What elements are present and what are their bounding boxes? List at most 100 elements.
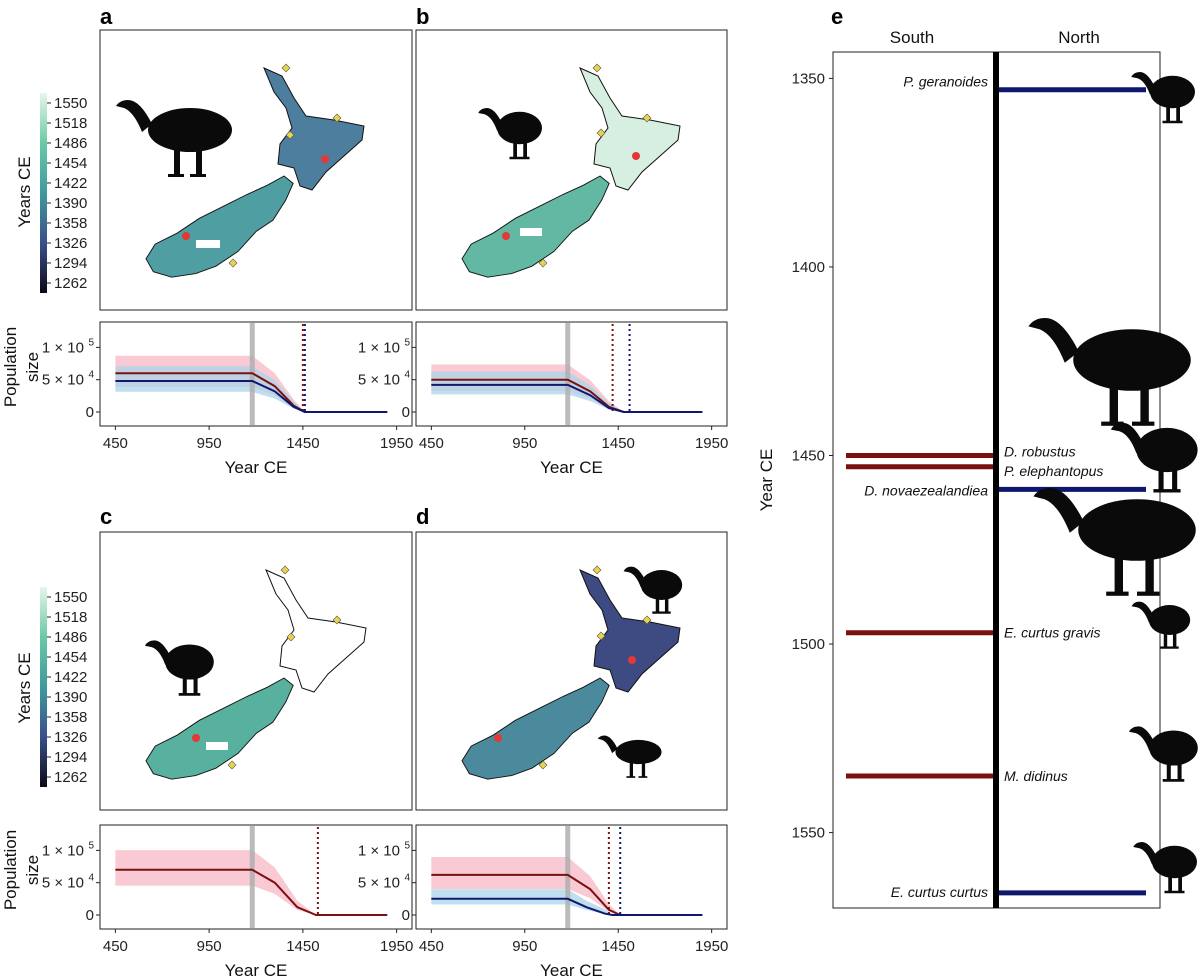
x-axis-label: Year CE xyxy=(225,458,288,477)
map-gap xyxy=(196,240,220,248)
x-tick-label: 950 xyxy=(197,938,222,955)
map-panel-c xyxy=(100,532,412,810)
colorbar-tick-label: 1550 xyxy=(54,589,87,606)
site-dot xyxy=(494,734,502,742)
population-ylabel: Population xyxy=(1,327,20,407)
panel-label-a: a xyxy=(100,4,113,29)
y-tick-label: 5 × 10 xyxy=(42,875,84,892)
colorbar-tick-label: 1518 xyxy=(54,609,87,626)
population-ylabel: size xyxy=(23,855,42,885)
y-tick-label: 1 × 10 xyxy=(358,339,400,356)
map-panel-a xyxy=(100,30,412,310)
panel-label-b: b xyxy=(416,4,429,29)
y-tick-label: 0 xyxy=(86,907,94,924)
y-tick-exponent: 4 xyxy=(88,370,94,381)
colorbar-tick-label: 1294 xyxy=(54,255,87,272)
north-header: North xyxy=(1058,28,1100,47)
colorbar-tick-label: 1262 xyxy=(54,769,87,786)
population-ylabel: Population xyxy=(1,830,20,910)
x-tick-label: 450 xyxy=(103,435,128,452)
y-tick-exponent: 5 xyxy=(404,840,410,851)
map-panel-b xyxy=(416,30,727,310)
species-label: D. novaezealandiea xyxy=(864,482,988,498)
species-label: M. didinus xyxy=(1004,768,1068,784)
figure: a b c d e 155015181486145414221390135813… xyxy=(0,0,1200,976)
species-label: D. robustus xyxy=(1004,443,1076,459)
x-tick-label: 1950 xyxy=(380,435,413,452)
population-ylabel: size xyxy=(23,352,42,382)
panel-label-e: e xyxy=(831,4,843,29)
colorbar-ticks: 1550 1518 1486 1454 1422 1390 1358 1326 1294 1262 xyxy=(47,589,87,786)
colorbar-tick-label: 1422 xyxy=(54,175,87,192)
map-panel-d xyxy=(416,532,727,810)
y-tick-label: 5 × 10 xyxy=(358,372,400,389)
y-axis-label: Year CE xyxy=(757,449,776,512)
colorbar-tick-label: 1454 xyxy=(54,649,87,666)
x-tick-label: 1450 xyxy=(602,938,635,955)
y-tick-label: 0 xyxy=(86,404,94,421)
colorbar-tick-label: 1326 xyxy=(54,729,87,746)
site-dot xyxy=(192,734,200,742)
colorbar-tick-label: 1294 xyxy=(54,749,87,766)
y-tick-exponent: 4 xyxy=(404,370,410,381)
y-tick-exponent: 4 xyxy=(404,873,410,884)
colorbar-label: Years CE xyxy=(15,156,34,227)
panel-label-c: c xyxy=(100,504,112,529)
y-tick-label: 1 × 10 xyxy=(358,842,400,859)
site-dot xyxy=(632,152,640,160)
species-label: P. elephantopus xyxy=(1004,463,1103,479)
y-tick-label: 0 xyxy=(402,907,410,924)
population-plot-b: 1 × 10 5 5 × 10 4 0 450 950 1450 1950 Year CE xyxy=(358,322,728,477)
species-label: P. geranoides xyxy=(903,74,988,90)
y-tick-label: 1350 xyxy=(792,70,825,87)
site-dot xyxy=(502,232,510,240)
x-tick-label: 950 xyxy=(512,435,537,452)
site-dot xyxy=(182,232,190,240)
site-dot xyxy=(321,155,329,163)
map-frame xyxy=(416,30,727,310)
colorbar-tick-label: 1486 xyxy=(54,629,87,646)
x-tick-label: 1450 xyxy=(286,938,319,955)
x-tick-label: 1950 xyxy=(695,938,728,955)
y-tick-label: 1400 xyxy=(792,259,825,276)
colorbar-tick-label: 1550 xyxy=(54,95,87,112)
colorbar-bottom: 1550151814861454142213901358132612941262… xyxy=(15,587,87,787)
x-tick-label: 1450 xyxy=(286,435,319,452)
y-tick-label: 1 × 10 xyxy=(42,842,84,859)
y-tick-label: 5 × 10 xyxy=(42,372,84,389)
map-gap xyxy=(206,742,228,750)
y-tick-label: 1500 xyxy=(792,636,825,653)
x-tick-label: 1450 xyxy=(602,435,635,452)
colorbar-tick-label: 1326 xyxy=(54,235,87,252)
colorbar-gradient xyxy=(40,587,47,787)
colorbar-tick-label: 1454 xyxy=(54,155,87,172)
map-frame xyxy=(416,532,727,810)
colorbar-top: 1550 1518 1486 1454 1422 1390 1358 1326 1294 1262… xyxy=(15,93,87,293)
x-axis-label: Year CE xyxy=(225,961,288,976)
y-tick-label: 5 × 10 xyxy=(358,875,400,892)
y-tick-exponent: 4 xyxy=(88,873,94,884)
x-tick-label: 450 xyxy=(419,435,444,452)
x-tick-label: 1950 xyxy=(380,938,413,955)
colorbar-ticks: 1550 1518 1486 1454 1422 1390 1358 1326 1294 1262 xyxy=(47,95,87,292)
timeline-panel-e: South North 1350 1400 1450 1500 1550 Year CE P. … xyxy=(757,28,1198,908)
map-frame xyxy=(100,30,412,310)
colorbar-tick-label: 1390 xyxy=(54,689,87,706)
colorbar-label: Years CE xyxy=(15,652,34,723)
y-tick-label: 1450 xyxy=(792,447,825,464)
y-tick-exponent: 5 xyxy=(404,337,410,348)
colorbar-gradient xyxy=(40,93,47,293)
x-axis-label: Year CE xyxy=(540,458,603,477)
y-tick-label: 1 × 10 xyxy=(42,339,84,356)
colorbar-tick-label: 1390 xyxy=(54,195,87,212)
x-tick-label: 950 xyxy=(512,938,537,955)
y-tick-exponent: 5 xyxy=(88,840,94,851)
map-frame xyxy=(100,532,412,810)
species-label: E. curtus curtus xyxy=(891,884,988,900)
y-tick-label: 0 xyxy=(402,404,410,421)
colorbar-tick-label: 1262 xyxy=(54,275,87,292)
colorbar-tick-label: 1518 xyxy=(54,115,87,132)
x-tick-label: 450 xyxy=(419,938,444,955)
x-tick-label: 450 xyxy=(103,938,128,955)
panel-label-d: d xyxy=(416,504,429,529)
